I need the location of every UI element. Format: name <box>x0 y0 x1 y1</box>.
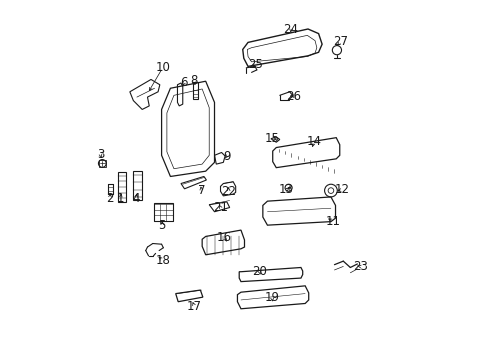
Text: 7: 7 <box>197 184 205 197</box>
Text: 13: 13 <box>278 183 293 196</box>
Text: 9: 9 <box>223 149 230 162</box>
Text: 27: 27 <box>332 35 347 48</box>
Text: 16: 16 <box>216 231 231 244</box>
Text: 5: 5 <box>158 219 165 232</box>
Text: 8: 8 <box>190 74 198 87</box>
Text: 26: 26 <box>285 90 300 103</box>
Text: 11: 11 <box>325 215 340 228</box>
Text: 14: 14 <box>306 135 321 148</box>
Text: 2: 2 <box>106 192 113 205</box>
Text: 10: 10 <box>155 61 170 74</box>
Text: 17: 17 <box>186 300 202 313</box>
Text: 19: 19 <box>264 291 279 303</box>
Text: 12: 12 <box>334 183 349 196</box>
Text: 1: 1 <box>116 192 124 205</box>
Bar <box>192 82 197 99</box>
Bar <box>154 203 172 221</box>
Text: 24: 24 <box>283 23 298 36</box>
Text: 15: 15 <box>264 132 279 145</box>
Text: 22: 22 <box>221 185 236 198</box>
Text: 25: 25 <box>248 58 263 71</box>
Text: 23: 23 <box>352 260 367 273</box>
Bar <box>99 160 105 167</box>
Text: 18: 18 <box>155 254 170 267</box>
Text: 6: 6 <box>180 76 187 90</box>
Text: 20: 20 <box>251 265 266 278</box>
Text: 4: 4 <box>132 192 139 205</box>
Bar <box>133 171 142 200</box>
Text: 3: 3 <box>97 148 104 161</box>
Bar <box>118 172 126 202</box>
Text: 21: 21 <box>213 201 227 214</box>
